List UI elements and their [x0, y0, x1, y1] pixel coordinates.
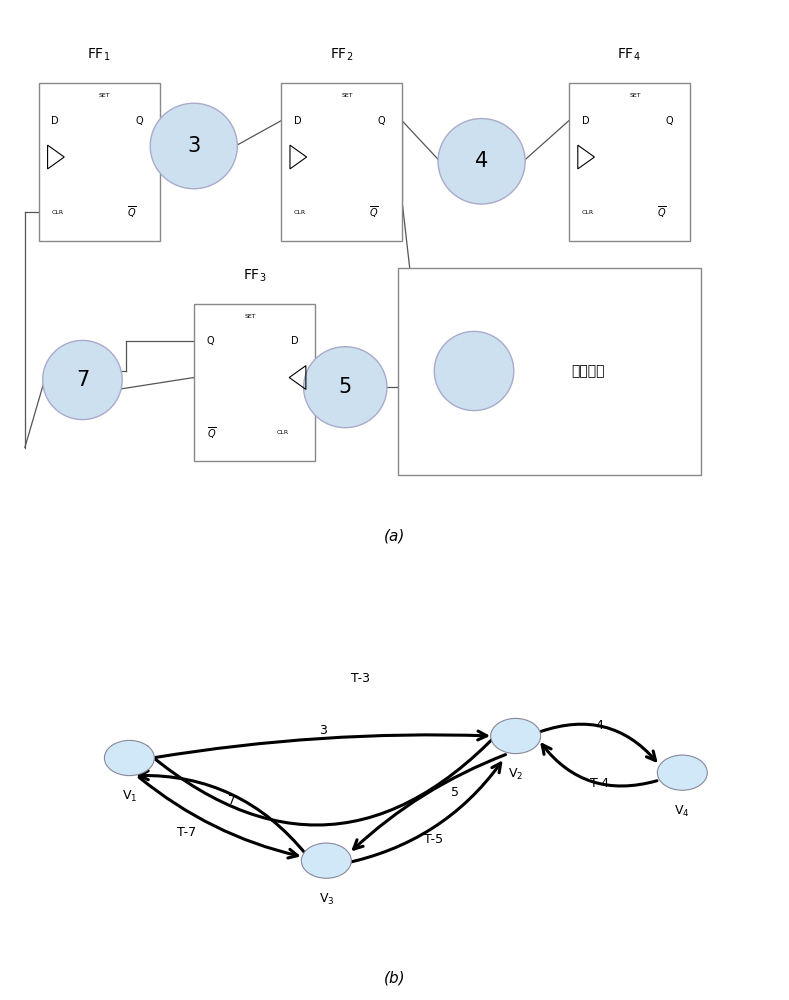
Text: D: D: [294, 116, 301, 126]
Text: 5: 5: [338, 377, 352, 397]
Text: SET: SET: [99, 93, 110, 98]
Text: SET: SET: [245, 314, 256, 319]
Text: $\overline{Q}$: $\overline{Q}$: [657, 204, 667, 220]
Text: 7: 7: [228, 794, 236, 807]
Text: SET: SET: [630, 93, 641, 98]
Bar: [281, 83, 402, 240]
Text: 7: 7: [76, 370, 89, 390]
Text: 4: 4: [475, 151, 488, 171]
Text: 3: 3: [319, 724, 327, 737]
Bar: [194, 304, 315, 461]
Text: FF$_4$: FF$_4$: [618, 47, 641, 63]
Bar: [569, 83, 690, 240]
Text: CLR: CLR: [581, 210, 593, 215]
Text: V$_1$: V$_1$: [122, 789, 137, 804]
Text: 5: 5: [451, 786, 459, 799]
Ellipse shape: [304, 347, 387, 428]
Text: Q: Q: [378, 116, 386, 126]
Text: $\overline{Q}$: $\overline{Q}$: [369, 204, 379, 220]
Text: Q: Q: [136, 116, 143, 126]
Ellipse shape: [438, 119, 525, 204]
Ellipse shape: [301, 843, 351, 878]
Bar: [398, 267, 701, 475]
Text: FF$_3$: FF$_3$: [243, 267, 266, 284]
Text: Q: Q: [666, 116, 673, 126]
Text: T-3: T-3: [351, 672, 370, 685]
Text: V$_3$: V$_3$: [319, 891, 334, 907]
Text: V$_2$: V$_2$: [508, 767, 523, 782]
Text: T-4: T-4: [589, 777, 608, 790]
Text: T-7: T-7: [177, 826, 196, 839]
Ellipse shape: [491, 718, 540, 754]
Text: SET: SET: [342, 93, 353, 98]
Text: D: D: [581, 116, 589, 126]
Text: $\overline{Q}$: $\overline{Q}$: [127, 204, 136, 220]
Text: 组合电路: 组合电路: [571, 364, 604, 378]
Ellipse shape: [434, 331, 514, 411]
Text: D: D: [290, 336, 298, 346]
Text: (a): (a): [383, 529, 406, 544]
Text: (b): (b): [383, 970, 406, 985]
Text: 3: 3: [187, 136, 200, 156]
Text: D: D: [51, 116, 59, 126]
Text: FF$_2$: FF$_2$: [330, 47, 353, 63]
Ellipse shape: [43, 340, 122, 420]
Text: CLR: CLR: [51, 210, 63, 215]
Bar: [39, 83, 159, 240]
Text: FF$_1$: FF$_1$: [88, 47, 110, 63]
Ellipse shape: [150, 103, 237, 189]
Text: CLR: CLR: [276, 430, 288, 435]
Text: 4: 4: [595, 719, 603, 732]
Text: $\overline{Q}$: $\overline{Q}$: [207, 425, 216, 441]
Text: T-5: T-5: [424, 833, 443, 846]
Text: Q: Q: [207, 336, 215, 346]
Text: V$_4$: V$_4$: [675, 803, 690, 819]
Ellipse shape: [104, 740, 155, 776]
Text: CLR: CLR: [294, 210, 306, 215]
Ellipse shape: [657, 755, 707, 790]
